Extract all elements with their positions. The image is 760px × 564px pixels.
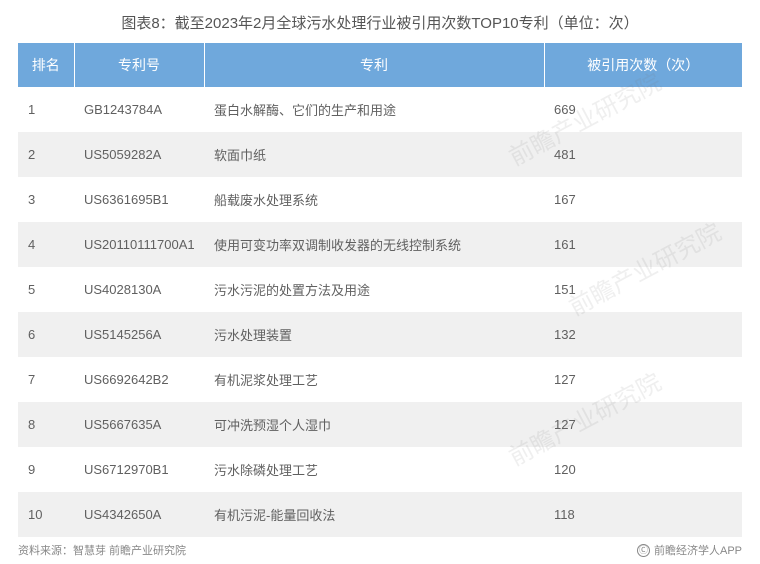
cell-rank: 4 — [18, 222, 74, 267]
cell-pname: 有机污泥-能量回收法 — [204, 492, 544, 537]
cell-cites: 118 — [544, 492, 742, 537]
col-header-rank: 排名 — [18, 43, 74, 87]
cell-rank: 5 — [18, 267, 74, 312]
cell-pname: 蛋白水解酶、它们的生产和用途 — [204, 87, 544, 132]
table-row: 8US5667635A可冲洗预湿个人湿巾127 — [18, 402, 742, 447]
cell-pname: 可冲洗预湿个人湿巾 — [204, 402, 544, 447]
cell-rank: 2 — [18, 132, 74, 177]
cell-cites: 132 — [544, 312, 742, 357]
cell-cites: 120 — [544, 447, 742, 492]
cell-pnum: US5059282A — [74, 132, 204, 177]
cell-pname: 污水污泥的处置方法及用途 — [204, 267, 544, 312]
table-row: 6US5145256A污水处理装置132 — [18, 312, 742, 357]
table-row: 5US4028130A污水污泥的处置方法及用途151 — [18, 267, 742, 312]
cell-pnum: US20110111700A1 — [74, 222, 204, 267]
cell-rank: 10 — [18, 492, 74, 537]
cell-cites: 127 — [544, 357, 742, 402]
table-row: 10US4342650A有机污泥-能量回收法118 — [18, 492, 742, 537]
cell-cites: 161 — [544, 222, 742, 267]
brand-block: Ⓒ 前瞻经济学人APP — [637, 542, 742, 558]
cell-pname: 污水处理装置 — [204, 312, 544, 357]
patent-table: 排名 专利号 专利 被引用次数（次） 1GB1243784A蛋白水解酶、它们的生… — [18, 43, 742, 537]
cell-pname: 污水除磷处理工艺 — [204, 447, 544, 492]
cell-rank: 7 — [18, 357, 74, 402]
cell-pname: 有机泥浆处理工艺 — [204, 357, 544, 402]
col-header-pname: 专利 — [204, 43, 544, 87]
cell-cites: 481 — [544, 132, 742, 177]
brand-text: 前瞻经济学人APP — [654, 542, 742, 558]
table-row: 9US6712970B1污水除磷处理工艺120 — [18, 447, 742, 492]
table-container: 排名 专利号 专利 被引用次数（次） 1GB1243784A蛋白水解酶、它们的生… — [0, 43, 760, 537]
col-header-cites: 被引用次数（次） — [544, 43, 742, 87]
cell-pnum: US4342650A — [74, 492, 204, 537]
cell-pnum: US6692642B2 — [74, 357, 204, 402]
cell-pnum: US4028130A — [74, 267, 204, 312]
cell-rank: 8 — [18, 402, 74, 447]
cell-pnum: GB1243784A — [74, 87, 204, 132]
cell-pname: 使用可变功率双调制收发器的无线控制系统 — [204, 222, 544, 267]
table-row: 3US6361695B1船载废水处理系统167 — [18, 177, 742, 222]
cell-cites: 167 — [544, 177, 742, 222]
cell-cites: 127 — [544, 402, 742, 447]
footer: 资料来源：智慧芽 前瞻产业研究院 Ⓒ 前瞻经济学人APP — [18, 542, 742, 558]
cell-pnum: US5667635A — [74, 402, 204, 447]
cell-rank: 1 — [18, 87, 74, 132]
cell-rank: 9 — [18, 447, 74, 492]
cell-rank: 3 — [18, 177, 74, 222]
table-header-row: 排名 专利号 专利 被引用次数（次） — [18, 43, 742, 87]
source-text: 资料来源：智慧芽 前瞻产业研究院 — [18, 542, 186, 558]
chart-title: 图表8：截至2023年2月全球污水处理行业被引用次数TOP10专利（单位：次） — [0, 0, 760, 43]
table-row: 1GB1243784A蛋白水解酶、它们的生产和用途669 — [18, 87, 742, 132]
cell-pnum: US5145256A — [74, 312, 204, 357]
cell-cites: 669 — [544, 87, 742, 132]
table-row: 7US6692642B2有机泥浆处理工艺127 — [18, 357, 742, 402]
cell-pname: 软面巾纸 — [204, 132, 544, 177]
col-header-pnum: 专利号 — [74, 43, 204, 87]
table-row: 2US5059282A软面巾纸481 — [18, 132, 742, 177]
cell-cites: 151 — [544, 267, 742, 312]
table-row: 4US20110111700A1使用可变功率双调制收发器的无线控制系统161 — [18, 222, 742, 267]
cell-rank: 6 — [18, 312, 74, 357]
cell-pname: 船载废水处理系统 — [204, 177, 544, 222]
cell-pnum: US6712970B1 — [74, 447, 204, 492]
brand-logo-icon: Ⓒ — [637, 544, 650, 557]
cell-pnum: US6361695B1 — [74, 177, 204, 222]
